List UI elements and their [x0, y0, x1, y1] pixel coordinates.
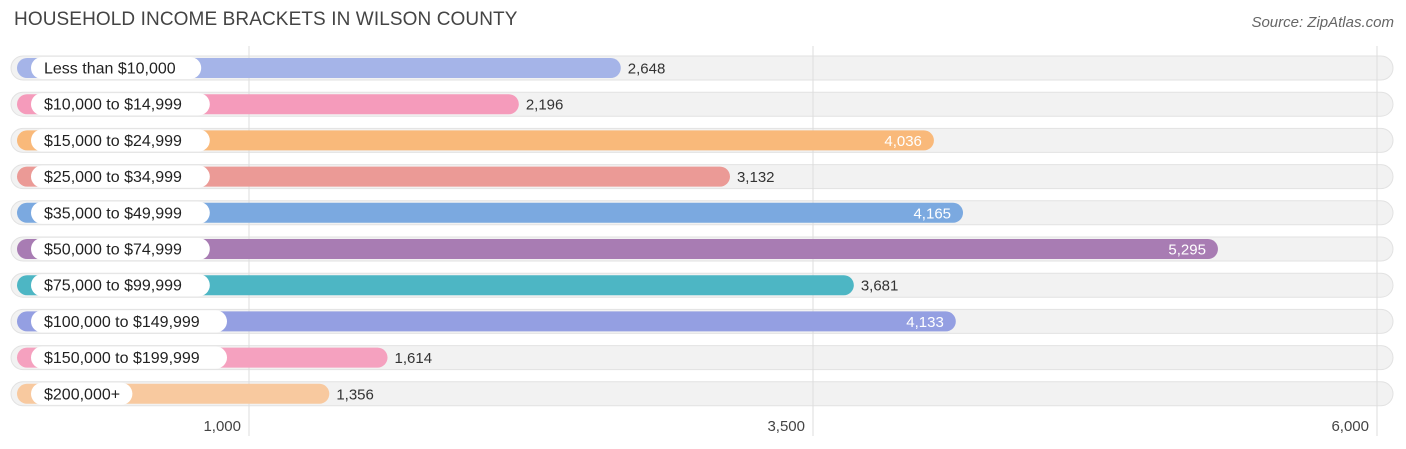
- bars: Less than $10,000 2,648 $10,000 to $14,999…: [17, 57, 1218, 405]
- value-label: 4,165: [913, 205, 951, 222]
- value-label: 3,132: [737, 169, 775, 186]
- category-label: $75,000 to $99,999: [44, 278, 182, 295]
- category-pill: [31, 201, 210, 224]
- value-label: 3,681: [861, 278, 899, 295]
- x-tick-label: 3,500: [767, 418, 805, 435]
- bar: [17, 130, 934, 151]
- category-label: $25,000 to $34,999: [44, 169, 182, 186]
- value-label: 5,295: [1168, 242, 1206, 259]
- bar: [17, 202, 964, 223]
- category-pill: [31, 310, 227, 333]
- category-label: $150,000 to $199,999: [44, 350, 200, 367]
- category-pill: [31, 382, 133, 405]
- category-pill: [31, 165, 210, 188]
- category-pill: [31, 129, 210, 152]
- category-label: $15,000 to $24,999: [44, 133, 182, 150]
- category-pill: [31, 274, 210, 297]
- category-pill: [31, 346, 227, 369]
- bar: [17, 275, 854, 296]
- x-tick-label: 1,000: [203, 418, 241, 435]
- value-label: 1,614: [395, 350, 433, 367]
- row-band: [10, 381, 1394, 407]
- category-pill: [31, 238, 210, 260]
- category-label: Less than $10,000: [44, 61, 176, 78]
- category-label: $100,000 to $149,999: [44, 314, 200, 331]
- category-label: $50,000 to $74,999: [44, 242, 182, 259]
- category-label: $10,000 to $14,999: [44, 97, 182, 114]
- x-tick-label: 6,000: [1331, 418, 1369, 435]
- x-axis-ticks: 1,000 3,500 6,000: [203, 418, 1369, 435]
- value-label: 4,036: [884, 133, 922, 150]
- value-label: 2,196: [526, 97, 564, 114]
- value-label: 1,356: [336, 386, 374, 403]
- category-pill: [31, 93, 210, 116]
- category-pill: [31, 57, 202, 79]
- value-label: 2,648: [628, 61, 666, 78]
- bar: [17, 311, 956, 332]
- source-note: Source: ZipAtlas.com: [1251, 14, 1394, 31]
- category-label: $200,000+: [44, 386, 120, 403]
- chart-title: HOUSEHOLD INCOME BRACKETS IN WILSON COUN…: [14, 9, 518, 30]
- category-label: $35,000 to $49,999: [44, 205, 182, 222]
- value-label: 4,133: [906, 314, 944, 331]
- bar: [17, 239, 1218, 259]
